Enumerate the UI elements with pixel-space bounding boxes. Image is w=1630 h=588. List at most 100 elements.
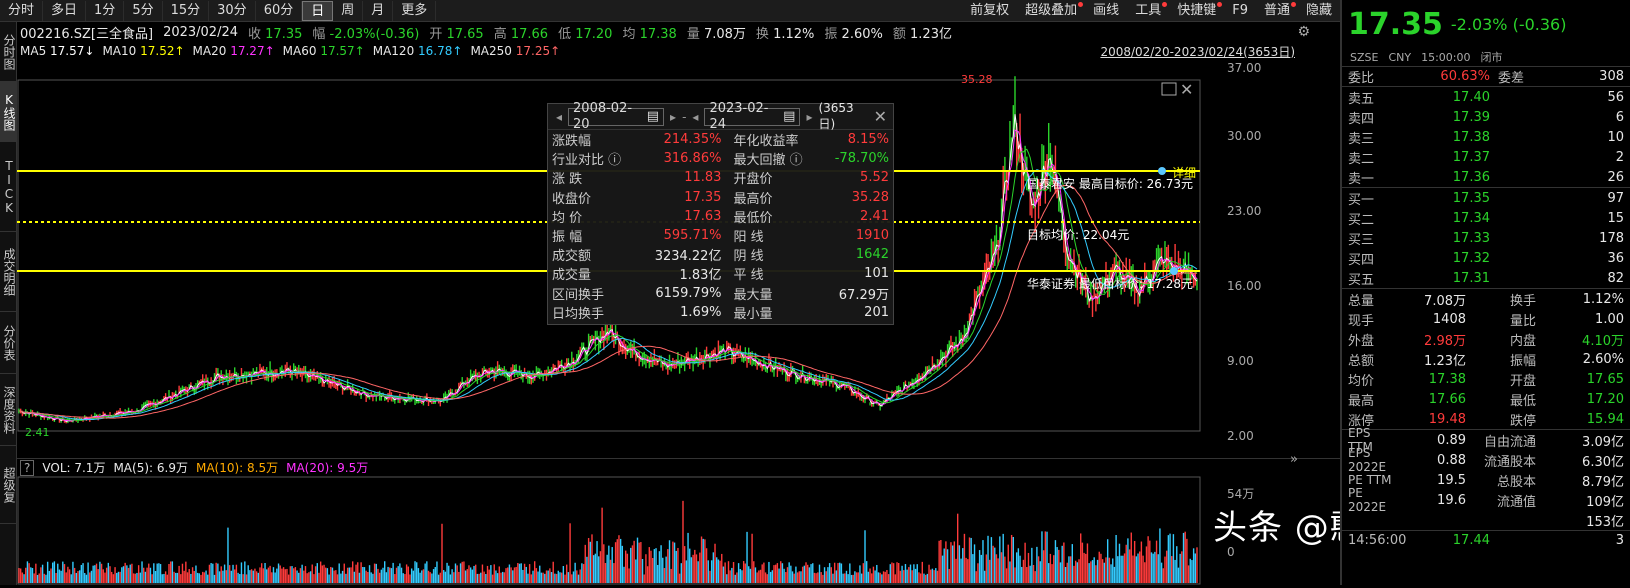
period-tab-week[interactable]: 周 [333,0,364,21]
period-tab-multiday[interactable]: 多日 [43,0,87,21]
tab-intraday-chart[interactable]: 分时图 [0,22,17,82]
high-price-marker: 35.28 [961,73,993,86]
period-tab-intraday[interactable]: 分时 [0,0,44,21]
period-tab-15min[interactable]: 15分 [163,0,210,21]
stat-value: 11.83 [684,170,722,186]
vol-axis-bottom: 0 [1227,545,1235,559]
settings-icon[interactable]: ⚙ [1297,24,1310,40]
stat-label: 最低 [1509,393,1536,409]
bid-row[interactable]: 买二 17.34 15 [1342,208,1630,228]
low-price-marker: 2.41 [25,426,50,439]
detail-link[interactable]: 详细 [1172,165,1196,180]
calendar-icon: ▤ [783,108,796,124]
tab-depth-data[interactable]: 深度资料 [0,374,17,446]
maximize-icon[interactable] [1161,82,1177,96]
ask-row[interactable]: 卖三 17.38 10 [1342,127,1630,147]
stats-row: 收盘价 17.35 最高价 35.28 [548,188,893,207]
forward-adjust-button[interactable]: 前复权 [970,2,1010,18]
stat-value: 201 [864,304,889,320]
quote-time: 15:00:00 [1421,50,1471,64]
hide-button[interactable]: 隐藏 [1305,2,1332,18]
period-tab-30min[interactable]: 30分 [209,0,256,21]
ask-row[interactable]: 卖四 17.39 6 [1342,107,1630,127]
draw-line-button[interactable]: 画线 [1093,2,1120,18]
next-arrow-icon[interactable]: ▸ [670,109,677,124]
period-tab-5min[interactable]: 5分 [124,0,163,21]
target-high-dot[interactable] [1158,167,1166,175]
prev-arrow-icon[interactable]: ◂ [556,109,563,124]
stat-value: 17.66 [1428,391,1466,407]
next-arrow-icon[interactable]: ▸ [806,109,813,124]
stat-label: 总额 [1348,353,1375,369]
collapse-panel-icon[interactable]: » [1290,452,1298,467]
bid-row[interactable]: 买四 17.32 36 [1342,248,1630,268]
close-icon[interactable]: ✕ [1180,80,1193,99]
ask-row[interactable]: 卖二 17.37 2 [1342,147,1630,167]
fund-value: 3.09亿 [1582,434,1624,450]
fund-label: 自由流通 [1483,434,1536,450]
target-low-dot[interactable] [1170,267,1178,275]
shortcut-label: 快捷键 [1177,2,1217,18]
avg-label: 均 [622,26,636,42]
tools-button[interactable]: 工具 [1127,1,1169,21]
tab-super[interactable]: 超级复 [0,446,17,524]
stat-label: 最大回撤 ⓘ [733,153,803,169]
super-overlay-button[interactable]: 超级叠加 [1017,1,1085,21]
stat-value: 214.35% [663,132,722,148]
stat-row: 外盘 2.98万 内盘 4.10万 [1342,329,1630,349]
tick-time: 14:56:00 [1348,533,1407,548]
ask-row[interactable]: 卖五 17.40 56 [1342,87,1630,107]
tab-trade-detail[interactable]: 成交明细 [0,232,17,312]
kline-chart-area[interactable]: 37.00 30.00 23.00 16.00 9.00 2.00 国泰君安 最… [17,60,1340,458]
close-icon[interactable]: ✕ [873,107,887,126]
f9-button[interactable]: F9 [1232,2,1248,18]
period-tab-60min[interactable]: 60分 [256,0,303,21]
market: SZSE [1350,50,1379,64]
weibi-label: 委比 [1348,71,1375,86]
fund-value: 109亿 [1586,494,1624,510]
tab-tick[interactable]: TICK [0,142,17,232]
period-tab-more[interactable]: 更多 [393,0,437,21]
stat-label: 阴 线 [733,249,764,265]
stat-label: 外盘 [1348,333,1375,349]
price-tick: 37.00 [1227,61,1261,75]
ma250-legend: MA250 17.25↑ [470,44,560,58]
bid-row[interactable]: 买五 17.31 82 [1342,268,1630,288]
fund-label: PE TTM [1348,473,1392,487]
stat-label: 最高价 [733,191,773,207]
stat-label: 振 幅 [552,230,583,246]
tab-kline-chart[interactable]: K线图 [0,82,17,142]
close-label: 收 [248,26,262,42]
end-date-picker[interactable]: 2023-02-24 ▤ [704,101,801,132]
notify-dot-icon [1078,1,1084,7]
ask-row[interactable]: 卖一 17.36 26 [1342,167,1630,187]
prev-arrow-icon[interactable]: ◂ [692,109,699,124]
last-price: 17.35 [1348,6,1443,42]
stat-label: 均价 [1348,373,1375,389]
period-tab-month[interactable]: 月 [363,0,394,21]
start-date-value: 2008-02-20 [573,100,633,132]
normal-mode-button[interactable]: 普通 [1256,1,1298,21]
period-tab-day[interactable]: 日 [302,0,334,21]
ma60-value: 17.57↑ [320,44,365,58]
stat-label: 涨跌幅 [552,134,592,150]
bid-row[interactable]: 买一 17.35 97 [1342,188,1630,208]
start-date-picker[interactable]: 2008-02-20 ▤ [568,101,665,132]
bid-row[interactable]: 买三 17.33 178 [1342,228,1630,248]
volume-chart-area[interactable]: 54万 0 [17,476,1340,585]
tab-price-table[interactable]: 分价表 [0,312,17,374]
ma250-label: MA250 [470,44,512,58]
vol-axis-top: 54万 [1227,487,1254,501]
help-icon[interactable]: ? [20,459,35,476]
fundamental-row: PE TTM 19.5 总股本 8.79亿 [1342,470,1630,490]
shortcut-button[interactable]: 快捷键 [1169,1,1224,21]
period-tab-1min[interactable]: 1分 [86,0,125,21]
range-label[interactable]: 2008/02/20-2023/02/24(3653日) [1100,44,1295,59]
vol-value: VOL: 7.1万 [42,461,106,475]
fund-value: 153亿 [1586,514,1624,530]
weicha-value: 308 [1599,69,1624,84]
popup-header: ◂ 2008-02-20 ▤ ▸ - ◂ 2023-02-24 ▤ ▸ (3653日… [548,101,893,132]
stats-row: 成交量 1.83亿平 线 101 [548,264,893,283]
stat-label: 总量 [1348,293,1375,309]
fund-value: 0.88 [1437,452,1466,468]
